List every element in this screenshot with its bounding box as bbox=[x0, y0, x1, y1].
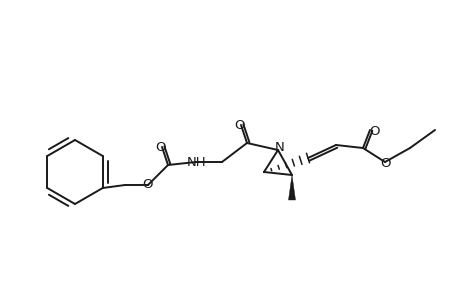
Text: O: O bbox=[142, 178, 153, 190]
Text: O: O bbox=[369, 124, 380, 137]
Text: N: N bbox=[274, 140, 284, 154]
Text: O: O bbox=[234, 118, 245, 131]
Text: NH: NH bbox=[187, 155, 207, 169]
Polygon shape bbox=[288, 175, 295, 200]
Text: O: O bbox=[156, 140, 166, 154]
Text: O: O bbox=[380, 157, 391, 169]
